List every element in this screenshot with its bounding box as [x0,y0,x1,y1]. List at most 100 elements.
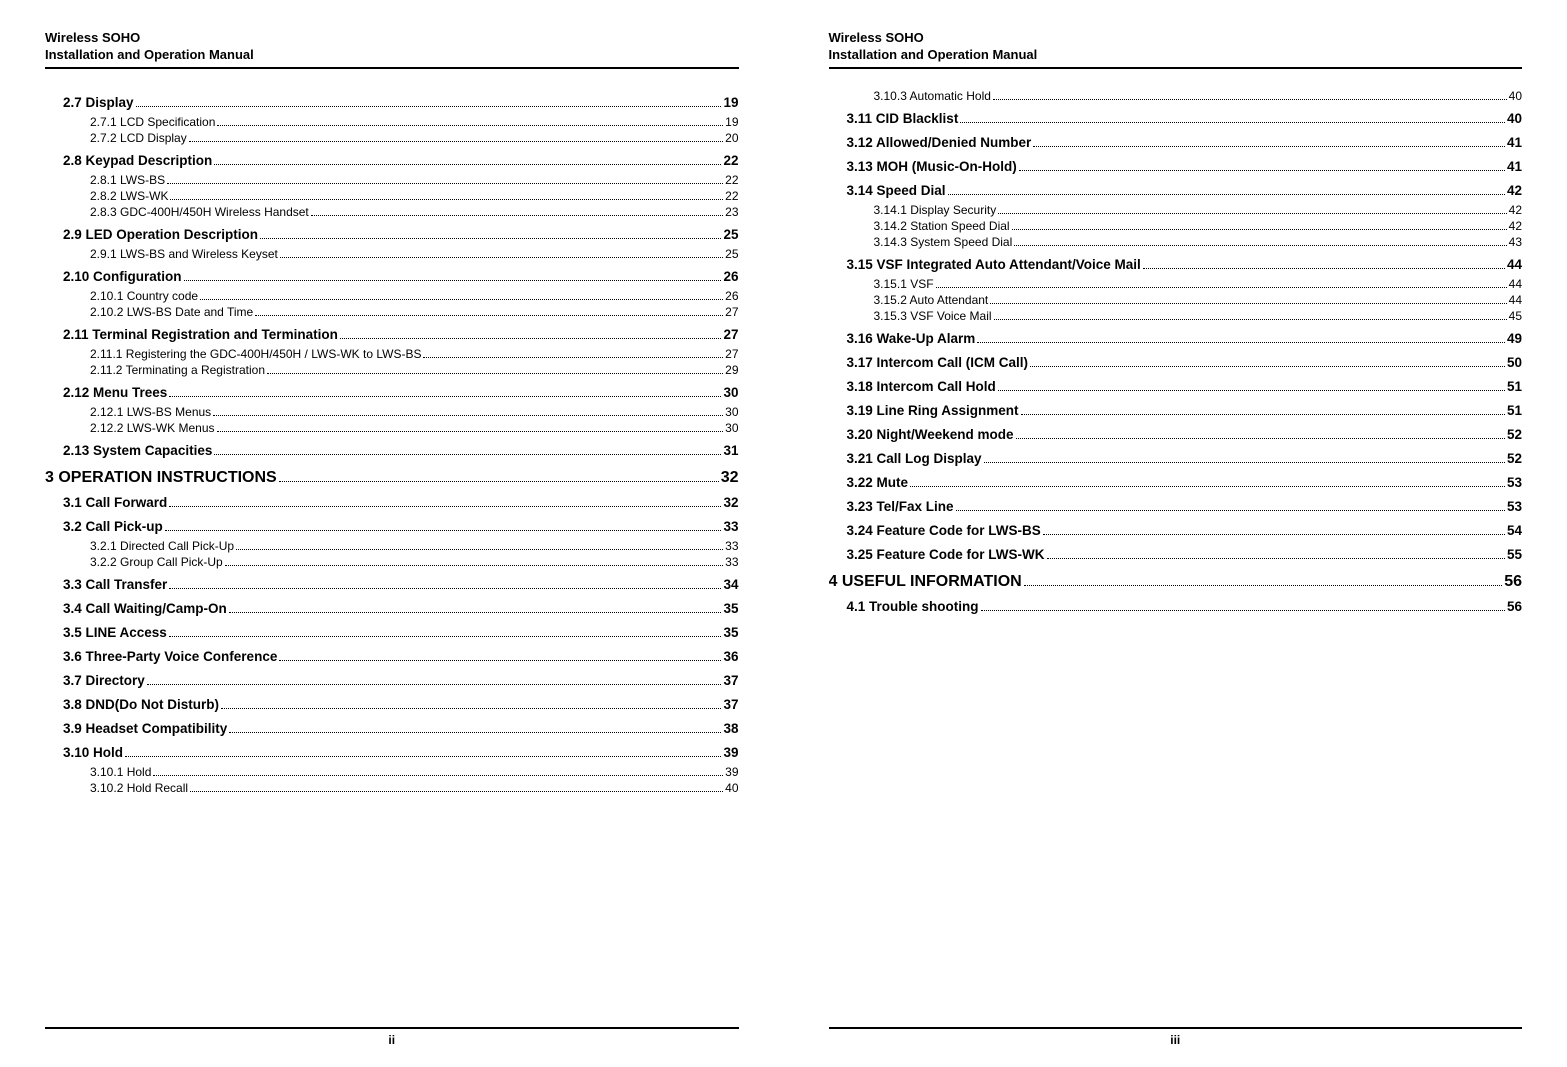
toc-entry: 3.5 LINE Access 35 [45,625,739,641]
toc-entry: 3.16 Wake-Up Alarm 49 [829,331,1523,347]
toc-label: 2.12.2 LWS-WK Menus [90,421,215,435]
toc-page-number: 38 [723,721,738,736]
toc-leader-dots [936,287,1507,288]
toc-leader-dots [311,215,723,216]
toc-page-number: 22 [725,189,738,203]
toc-page-number: 27 [725,347,738,361]
toc-label: 3.11 CID Blacklist [847,111,959,126]
toc-page-number: 53 [1507,499,1522,514]
toc-page-number: 27 [723,327,738,342]
toc-leader-dots [280,257,723,258]
toc-page-number: 34 [723,577,738,592]
toc-entry: 3.15.1 VSF 44 [829,277,1523,291]
page-header: Wireless SOHO Installation and Operation… [829,30,1523,69]
toc-leader-dots [190,791,723,792]
toc-entry: 3.13 MOH (Music-On-Hold) 41 [829,159,1523,175]
toc-entry: 4 USEFUL INFORMATION 56 [829,573,1523,591]
toc-entry: 3.14.1 Display Security 42 [829,203,1523,217]
toc-label: 3.14.3 System Speed Dial [874,235,1013,249]
toc-leader-dots [1021,414,1505,415]
toc-leader-dots [165,530,722,531]
toc-label: 3 OPERATION INSTRUCTIONS [45,469,277,487]
toc-entry: 3.10 Hold 39 [45,745,739,761]
toc-label: 3.2.2 Group Call Pick-Up [90,555,223,569]
toc-page-number: 56 [1507,599,1522,614]
toc-leader-dots [340,338,722,339]
toc-entry: 3.8 DND(Do Not Disturb) 37 [45,697,739,713]
toc-label: 3.10.2 Hold Recall [90,781,188,795]
toc-leader-dots [1033,146,1505,147]
toc-entry: 2.8.1 LWS-BS 22 [45,173,739,187]
toc-entry: 3.6 Three-Party Voice Conference 36 [45,649,739,665]
page-right: Wireless SOHO Installation and Operation… [784,0,1567,1067]
toc-page-number: 19 [725,115,738,129]
toc-entry: 3.9 Headset Compatibility 38 [45,721,739,737]
toc-entry: 2.12.1 LWS-BS Menus 30 [45,405,739,419]
toc-label: 3.8 DND(Do Not Disturb) [63,697,219,712]
toc-label: 3.12 Allowed/Denied Number [847,135,1032,150]
toc-entry: 3.12 Allowed/Denied Number 41 [829,135,1523,151]
toc-page-number: 30 [723,385,738,400]
toc-label: 3.22 Mute [847,475,909,490]
toc-label: 3.24 Feature Code for LWS-BS [847,523,1041,538]
toc-label: 2.11 Terminal Registration and Terminati… [63,327,338,342]
toc-leader-dots [956,510,1505,511]
toc-entry: 2.10 Configuration 26 [45,269,739,285]
toc-label: 3.10 Hold [63,745,123,760]
toc-page-number: 35 [723,601,738,616]
toc-leader-dots [984,462,1505,463]
toc-leader-dots [267,373,723,374]
toc-entry: 2.12 Menu Trees 30 [45,385,739,401]
page-number: ii [388,1033,395,1047]
toc-page-number: 22 [723,153,738,168]
page-header: Wireless SOHO Installation and Operation… [45,30,739,69]
toc-entry: 2.7 Display 19 [45,95,739,111]
toc-page-number: 42 [1507,183,1522,198]
toc-label: 2.7.2 LCD Display [90,131,187,145]
toc-leader-dots [225,565,723,566]
toc-leader-dots [217,431,724,432]
toc-page-number: 43 [1509,235,1522,249]
toc-page-number: 39 [723,745,738,760]
toc-entry: 2.10.2 LWS-BS Date and Time 27 [45,305,739,319]
toc-label: 3.15.3 VSF Voice Mail [874,309,992,323]
toc-label: 3.3 Call Transfer [63,577,167,592]
toc-entry: 2.8 Keypad Description 22 [45,153,739,169]
toc-label: 4 USEFUL INFORMATION [829,573,1022,591]
toc-leader-dots [423,357,723,358]
toc-leader-dots [960,122,1505,123]
toc-entry: 3.20 Night/Weekend mode 52 [829,427,1523,443]
toc-label: 3.13 MOH (Music-On-Hold) [847,159,1017,174]
toc-entry: 3.10.2 Hold Recall 40 [45,781,739,795]
toc-entry: 3.18 Intercom Call Hold 51 [829,379,1523,395]
toc-entry: 2.11 Terminal Registration and Terminati… [45,327,739,343]
toc-leader-dots [229,732,721,733]
toc-leader-dots [1143,268,1505,269]
toc-page-number: 39 [725,765,738,779]
toc-entry: 3.1 Call Forward 32 [45,495,739,511]
toc-page-number: 52 [1507,427,1522,442]
toc-leader-dots [213,415,723,416]
toc-leader-dots [169,506,721,507]
toc-label: 3.7 Directory [63,673,145,688]
toc-leader-dots [1016,438,1505,439]
toc-page-number: 26 [723,269,738,284]
toc-leader-dots [125,756,721,757]
toc-page-number: 53 [1507,475,1522,490]
toc-label: 2.10.1 Country code [90,289,198,303]
toc-leader-dots [169,636,722,637]
toc-leader-dots [169,396,721,397]
toc-label: 2.9 LED Operation Description [63,227,258,242]
toc-page-number: 33 [725,555,738,569]
toc-page-number: 30 [725,405,738,419]
toc-page-number: 23 [725,205,738,219]
toc-entry: 3.7 Directory 37 [45,673,739,689]
toc-page-number: 40 [1507,111,1522,126]
toc-left: 2.7 Display 192.7.1 LCD Specification 19… [45,87,739,1019]
toc-label: 3.19 Line Ring Assignment [847,403,1019,418]
toc-page-number: 42 [1509,219,1522,233]
toc-entry: 3.10.3 Automatic Hold 40 [829,89,1523,103]
page-footer-right: iii [829,1027,1523,1047]
toc-page-number: 45 [1509,309,1522,323]
header-line-2: Installation and Operation Manual [45,47,739,64]
